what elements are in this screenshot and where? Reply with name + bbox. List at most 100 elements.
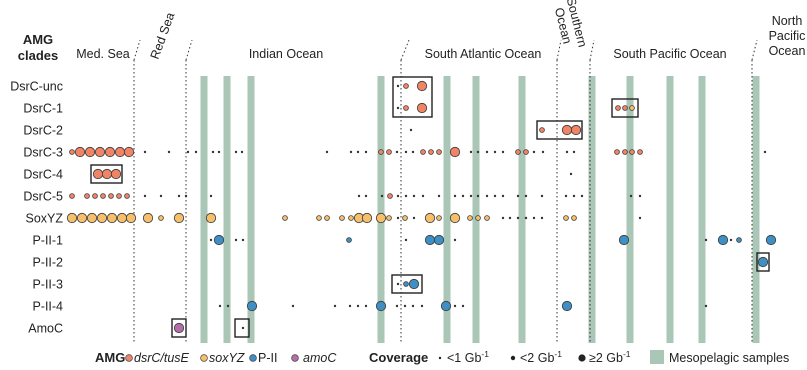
highlight-box-1 xyxy=(611,98,639,118)
point-1 xyxy=(403,83,409,89)
region-label-0: Med. Sea xyxy=(76,47,130,61)
highlight-box-5 xyxy=(391,274,423,294)
point-154 xyxy=(218,304,222,308)
point-104 xyxy=(142,212,154,224)
point-173 xyxy=(241,326,245,330)
legend-swatch-dsrc xyxy=(125,354,133,362)
point-135 xyxy=(209,238,213,242)
point-152 xyxy=(403,281,409,287)
point-63 xyxy=(92,193,98,199)
point-8 xyxy=(629,105,635,111)
region-boundary-top-5 xyxy=(751,39,758,61)
point-97 xyxy=(66,212,78,224)
point-110 xyxy=(324,215,330,221)
legend-swatch-amoc xyxy=(291,354,299,362)
point-125 xyxy=(484,215,490,221)
region-boundary-top-1 xyxy=(185,39,193,61)
point-158 xyxy=(333,304,337,308)
point-66 xyxy=(116,193,122,199)
point-14 xyxy=(74,146,86,158)
point-70 xyxy=(177,194,181,198)
point-112 xyxy=(348,215,354,221)
legend-coverage-small: <1 Gb-1 xyxy=(447,349,489,365)
region-boundary-top-3 xyxy=(556,39,562,61)
point-151 xyxy=(396,282,400,286)
row-label-5: DsrC-5 xyxy=(23,190,63,204)
row-labels: DsrC-unc DsrC-1 DsrC-2 DsrC-3 DsrC-4 DsrC-5 So… xyxy=(10,80,63,336)
point-111 xyxy=(339,215,345,221)
point-105 xyxy=(158,215,164,221)
point-34 xyxy=(395,150,399,154)
point-30 xyxy=(356,150,360,154)
point-72 xyxy=(209,194,213,198)
point-27 xyxy=(240,150,244,154)
point-139 xyxy=(346,237,352,243)
point-42 xyxy=(476,150,480,154)
row-label-2: DsrC-2 xyxy=(23,124,63,138)
point-165 xyxy=(411,304,415,308)
point-168 xyxy=(453,304,457,308)
point-133 xyxy=(571,215,577,221)
point-100 xyxy=(96,212,108,224)
legend: AMG dsrC/tusE soxYZ P-II amoC Coverage <… xyxy=(95,349,789,365)
point-59 xyxy=(110,168,122,180)
point-86 xyxy=(485,194,489,198)
point-162 xyxy=(375,300,387,312)
point-47 xyxy=(523,149,529,155)
point-17 xyxy=(104,146,116,158)
point-2 xyxy=(416,80,428,92)
row-label-11: AmoC xyxy=(28,322,63,336)
point-20 xyxy=(143,150,147,154)
point-81 xyxy=(437,194,441,198)
legend-label-amoc: amoC xyxy=(303,351,337,365)
point-120 xyxy=(424,212,436,224)
point-19 xyxy=(123,146,135,158)
point-90 xyxy=(524,194,528,198)
mesopelagic-band-11 xyxy=(752,76,760,343)
point-84 xyxy=(469,194,473,198)
point-61 xyxy=(69,193,75,199)
point-82 xyxy=(453,194,457,198)
point-60 xyxy=(569,172,573,176)
point-51 xyxy=(572,150,576,154)
mesopelagic-band-5 xyxy=(472,76,480,343)
point-52 xyxy=(614,149,620,155)
point-48 xyxy=(532,150,536,154)
point-102 xyxy=(116,212,128,224)
row-label-9: P-II-3 xyxy=(32,278,63,292)
point-21 xyxy=(167,150,171,154)
point-73 xyxy=(357,194,361,198)
mesopelagic-band-7 xyxy=(588,76,596,343)
row-label-4: DsrC-4 xyxy=(23,168,63,182)
point-76 xyxy=(387,193,393,199)
mesopelagic-band-4 xyxy=(443,76,451,343)
legend-coverage-medium: <2 Gb-1 xyxy=(520,349,562,365)
point-103 xyxy=(125,212,137,224)
row-label-6: SoxYZ xyxy=(25,212,63,226)
highlight-box-0 xyxy=(392,76,433,118)
point-64 xyxy=(100,193,106,199)
point-136 xyxy=(213,234,225,246)
point-117 xyxy=(396,216,400,220)
point-29 xyxy=(349,150,353,154)
point-24 xyxy=(211,150,215,154)
point-155 xyxy=(226,304,230,308)
point-167 xyxy=(440,300,452,312)
point-33 xyxy=(386,149,392,155)
point-131 xyxy=(540,216,544,220)
point-45 xyxy=(501,150,505,154)
mesopelagic-bands xyxy=(200,76,760,343)
point-16 xyxy=(94,146,106,158)
region-boundary-top-4 xyxy=(589,39,595,61)
point-39 xyxy=(436,149,442,155)
point-128 xyxy=(516,216,520,220)
point-0 xyxy=(396,84,400,88)
point-140 xyxy=(404,238,408,242)
point-95 xyxy=(629,194,633,198)
point-92 xyxy=(564,194,568,198)
point-124 xyxy=(475,215,481,221)
point-32 xyxy=(378,149,384,155)
point-13 xyxy=(69,149,75,155)
